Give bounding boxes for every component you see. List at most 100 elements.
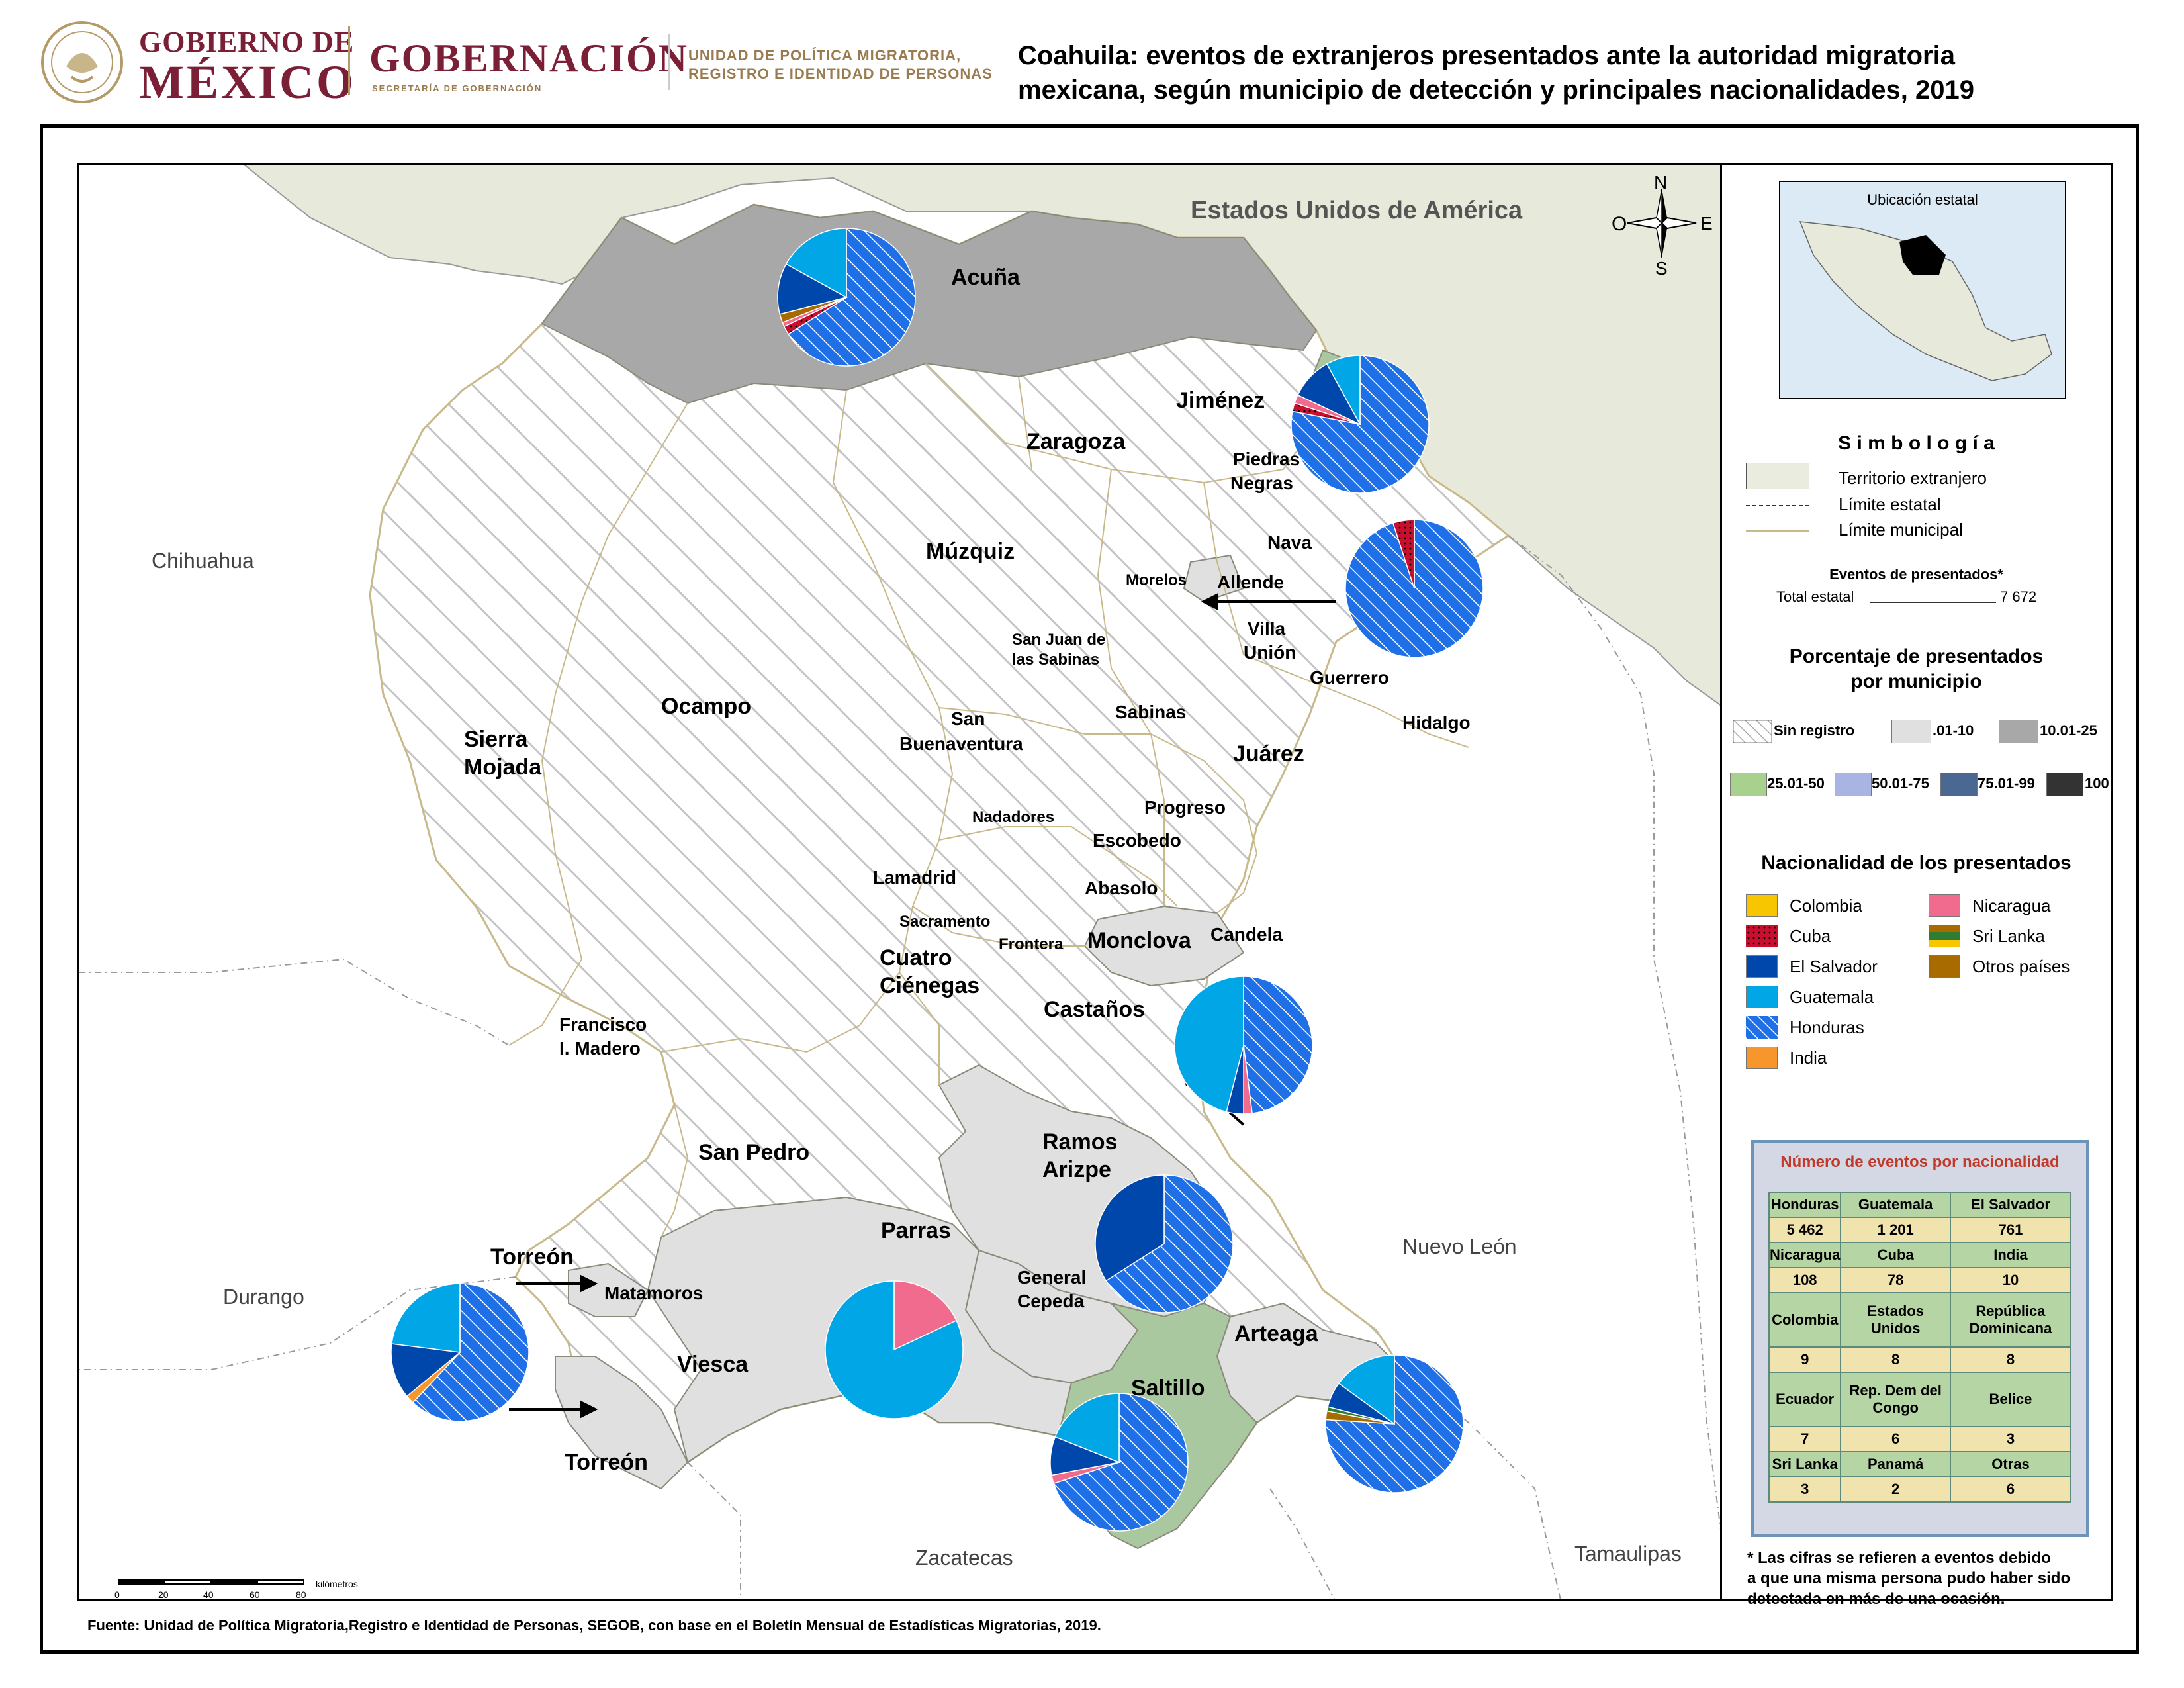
- gob-line1: GOBIERNO DE: [139, 26, 355, 58]
- label-francisco-2: I. Madero: [559, 1038, 641, 1058]
- swatch-india: [1746, 1047, 1778, 1069]
- table-row: Colombia Estados Unidos República Dominica…: [1768, 1292, 2072, 1348]
- label-morelos: Morelos: [1126, 571, 1187, 589]
- table-cell: 1 201: [1840, 1217, 1951, 1243]
- label-sabinas: Sabinas: [1115, 702, 1187, 722]
- compass-rose-icon: [1627, 188, 1697, 258]
- swatch-cuba: [1746, 925, 1778, 947]
- label-sanbuena-1: San: [951, 708, 985, 729]
- scale-tick-40: 40: [203, 1589, 214, 1600]
- outer-frame: [40, 124, 2139, 1654]
- table-header-cell: Guatemala: [1840, 1192, 1951, 1218]
- label-monclova: Monclova: [1087, 928, 1191, 953]
- scale-unit: kilómetros: [316, 1579, 358, 1589]
- label-parras: Parras: [881, 1218, 951, 1243]
- pie-piedras-negras: [1291, 355, 1430, 494]
- pct-class-4: 50.01-75: [1872, 775, 1929, 792]
- swatch-honduras: [1746, 1016, 1778, 1039]
- table-header-cell: Panamá: [1840, 1451, 1951, 1477]
- label-villa-2: Unión: [1244, 642, 1297, 663]
- label-matamoros: Matamoros: [604, 1283, 704, 1303]
- label-ramos-1: Ramos: [1042, 1129, 1118, 1154]
- table-row: Nicaragua Cuba India: [1768, 1242, 2072, 1268]
- label-abasolo: Abasolo: [1085, 878, 1158, 898]
- label-frontera: Frontera: [999, 935, 1064, 953]
- label-sanjuan-1: San Juan de: [1012, 631, 1106, 649]
- municipio-monclova: [1083, 905, 1245, 987]
- nat-honduras: Honduras: [1790, 1017, 1864, 1037]
- municipio-allende: [1183, 554, 1245, 603]
- label-allende: Allende: [1217, 572, 1285, 592]
- secretaria-label: SECRETARÍA DE GOBERNACIÓN: [372, 83, 543, 93]
- gob-line2: MÉXICO: [139, 56, 356, 109]
- table-row: Honduras Guatemala El Salvador: [1768, 1192, 2072, 1218]
- legend-municipal-limit: Límite municipal: [1839, 520, 1963, 539]
- pie-slice-cuba: [1392, 519, 1415, 589]
- nat-sri-lanka: Sri Lanka: [1972, 926, 2045, 946]
- scale-tick-0: 0: [114, 1589, 120, 1600]
- swatch-pct-3: [1730, 773, 1767, 796]
- label-francisco-1: Francisco: [559, 1014, 647, 1035]
- pct-class-6: 100: [2085, 775, 2109, 792]
- inset-map: Ubicación estatal: [1779, 181, 2066, 399]
- compass-e: E: [1700, 213, 1713, 234]
- pct-class-2: 10.01-25: [2040, 722, 2097, 739]
- table-cell: 8: [1840, 1346, 1951, 1373]
- label-acuna: Acuña: [951, 265, 1020, 290]
- swatch-colombia: [1746, 894, 1778, 917]
- label-nava: Nava: [1267, 532, 1312, 553]
- nat-el-salvador: El Salvador: [1790, 957, 1878, 976]
- nat-otros: Otros países: [1972, 957, 2070, 976]
- pct-title-2: por municipio: [1850, 671, 1982, 692]
- usa-label: Estados Unidos de América: [1191, 197, 1523, 224]
- label-general-2: Cepeda: [1017, 1291, 1085, 1311]
- simbologia-title: S i m b o l o g í a: [1838, 432, 1995, 454]
- pie-slice-honduras: [412, 1283, 529, 1422]
- pie-slice-honduras: [1053, 1393, 1189, 1532]
- pct-class-1: .01-10: [1933, 722, 1974, 739]
- label-zaragoza: Zaragoza: [1026, 429, 1126, 454]
- table-cell: 6: [1840, 1426, 1951, 1452]
- pie-ramos-arizpe: [1095, 1174, 1234, 1313]
- label-san-pedro: San Pedro: [698, 1140, 810, 1165]
- label-arteaga: Arteaga: [1234, 1321, 1318, 1346]
- nat-title: Nacionalidad de los presentados: [1761, 852, 2071, 874]
- inset-mexico-shape: [1799, 221, 2052, 381]
- swatch-municipal-limit: [1746, 530, 1809, 532]
- page-title: Coahuila: eventos de extranjeros present…: [1018, 38, 2143, 107]
- unidad-label: UNIDAD DE POLÍTICA MIGRATORIA, REGISTRO …: [688, 46, 993, 83]
- pie-slice-honduras: [788, 228, 916, 367]
- label-sierra-1: Sierra: [464, 727, 528, 752]
- table-header-cell: Honduras: [1768, 1192, 1842, 1218]
- table-cell: 7: [1768, 1426, 1842, 1452]
- nat-guatemala: Guatemala: [1790, 987, 1874, 1007]
- table-header-cell: Estados Unidos: [1840, 1292, 1951, 1348]
- pie-slice-nicaragua: [893, 1280, 958, 1351]
- pie-slice-honduras: [1105, 1174, 1234, 1313]
- pie-slice-el-salvador: [777, 263, 848, 315]
- label-sanbuena-2: Buenaventura: [899, 733, 1023, 754]
- swatch-state-limit: [1746, 505, 1809, 506]
- compass-n: N: [1654, 172, 1668, 193]
- table-header-cell: Sri Lanka: [1768, 1451, 1842, 1477]
- table-row: Ecuador Rep. Dem del Congo Belice: [1768, 1372, 2072, 1427]
- table-header-cell: Nicaragua: [1768, 1242, 1842, 1268]
- unidad-line2: REGISTRO E IDENTIDAD DE PERSONAS: [688, 65, 993, 82]
- label-hidalgo: Hidalgo: [1402, 712, 1471, 733]
- pie-arteaga: [1325, 1354, 1464, 1493]
- label-villa-1: Villa: [1248, 618, 1286, 639]
- table-cell: 10: [1949, 1267, 2072, 1293]
- note-line2: a que una misma persona pudo haber sido: [1747, 1570, 2071, 1588]
- label-torreon-bottom: Torreón: [565, 1450, 648, 1475]
- label-ocampo: Ocampo: [661, 694, 752, 719]
- municipio-acuna: [541, 203, 1318, 404]
- swatch-nicaragua: [1929, 894, 1960, 917]
- pie-slice-el-salvador: [1095, 1174, 1165, 1282]
- swatch-el-salvador: [1746, 955, 1778, 978]
- label-ramos-2: Arizpe: [1042, 1157, 1111, 1182]
- table-cell: 3: [1768, 1476, 1842, 1503]
- table-header-cell: Rep. Dem del Congo: [1840, 1372, 1951, 1427]
- map-svg: [79, 165, 1720, 1599]
